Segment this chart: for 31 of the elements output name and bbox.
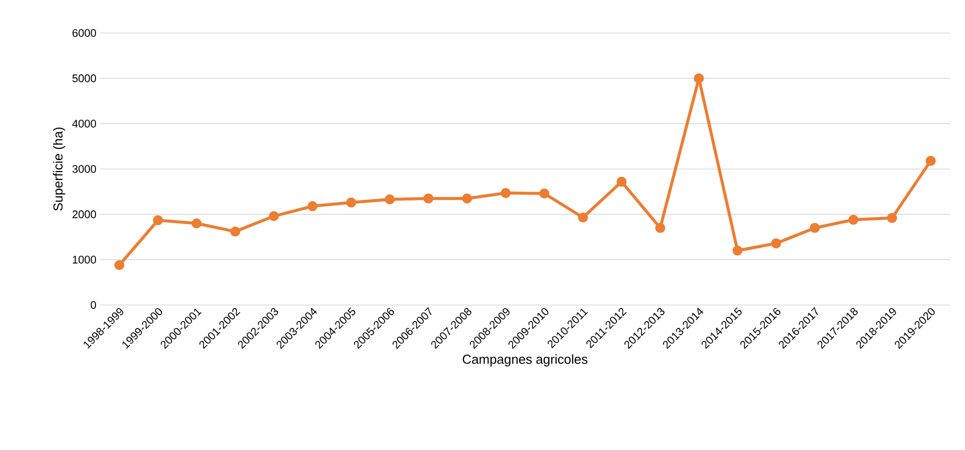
y-tick-label: 2000 (72, 210, 96, 218)
point (694, 73, 704, 84)
point (848, 214, 858, 225)
y-axis-title: Superficie (ha) (53, 128, 66, 211)
point (462, 193, 472, 204)
point (655, 222, 666, 233)
point (771, 238, 782, 248)
point (926, 156, 936, 166)
point (539, 188, 550, 198)
point (192, 218, 202, 228)
point (578, 212, 588, 223)
point (810, 222, 820, 233)
y-tick-label: 5000 (72, 74, 96, 82)
point (268, 211, 279, 222)
point (423, 193, 434, 204)
point (308, 201, 318, 212)
point (152, 215, 163, 226)
y-tick-label: 1000 (72, 256, 96, 264)
point (887, 212, 898, 223)
x-axis-title: Campagnes agricoles (462, 354, 588, 366)
point (500, 188, 511, 198)
point (384, 194, 395, 204)
point (616, 176, 627, 187)
point (346, 198, 356, 208)
y-tick-label: 3000 (72, 165, 96, 173)
point (732, 246, 743, 256)
point (114, 260, 124, 270)
y-tick-label: 4000 (72, 120, 96, 128)
point (230, 226, 240, 237)
y-tick-label: 0 (90, 301, 96, 309)
y-tick-label: 6000 (72, 29, 96, 37)
